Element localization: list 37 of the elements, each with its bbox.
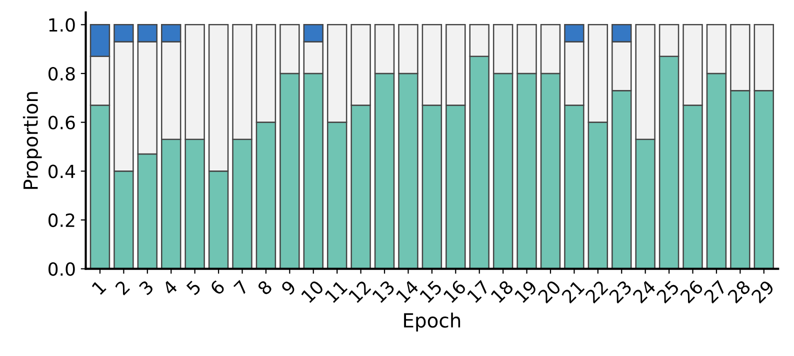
y-tick-label: 0.4	[48, 164, 76, 178]
x-tick-label: 14	[396, 280, 420, 304]
x-tick-label: 10	[300, 280, 324, 304]
x-tick-label: 6	[209, 280, 226, 296]
x-tick-label: 17	[466, 280, 490, 304]
x-tick-label: 12	[348, 280, 372, 304]
x-tick-label: 4	[162, 280, 178, 296]
x-tick-label: 15	[419, 280, 443, 304]
y-axis-title: Proportion	[22, 92, 42, 189]
x-tick-label: 22	[584, 280, 608, 304]
x-tick-label: 16	[442, 280, 467, 304]
x-tick-label: 7	[233, 280, 249, 296]
y-tick-label: 0.8	[48, 66, 75, 81]
x-tick-label: 1	[92, 280, 106, 295]
x-tick-label: 24	[632, 279, 656, 304]
x-tick-label: 23	[608, 280, 632, 304]
x-tick-label: 27	[703, 280, 728, 304]
x-tick-label: 19	[514, 280, 538, 304]
y-tick-label: 0.6	[48, 116, 75, 130]
x-tick-label: 9	[280, 280, 297, 296]
x-tick-label: 8	[256, 280, 273, 296]
x-tick-label: 2	[114, 280, 130, 296]
y-tick-label: 0.0	[48, 262, 75, 276]
x-tick-label: 29	[750, 280, 775, 304]
x-tick-label: 28	[727, 280, 752, 304]
x-tick-label: 26	[680, 280, 704, 304]
x-tick-label: 20	[537, 280, 562, 304]
x-tick-label: 18	[490, 280, 514, 304]
x-tick-label: 25	[656, 280, 680, 304]
y-tick-label: 1.0	[49, 18, 75, 32]
x-axis-title: Epoch	[404, 312, 460, 332]
x-tick-label: 5	[186, 280, 202, 296]
y-tick-label: 0.2	[48, 213, 74, 228]
x-tick-label: 11	[324, 280, 348, 304]
x-tick-label: 3	[138, 280, 154, 296]
x-tick-label: 13	[372, 280, 396, 304]
x-tick-label: 21	[561, 280, 585, 304]
